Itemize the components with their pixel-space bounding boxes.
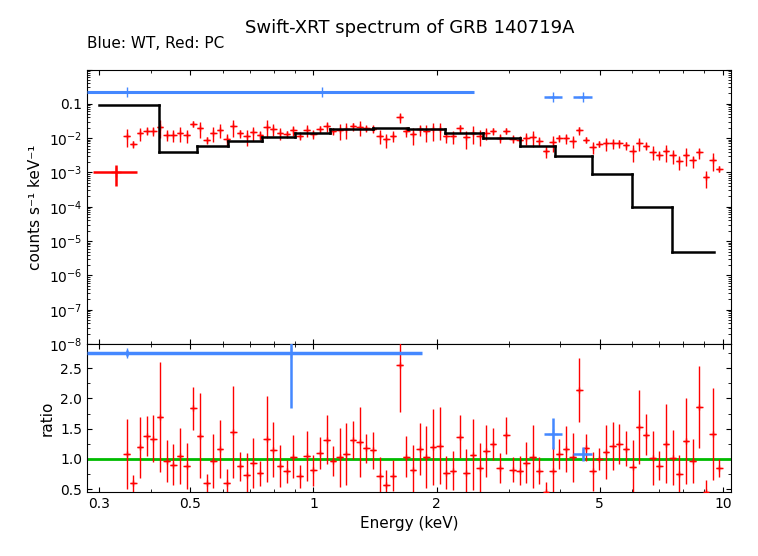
Y-axis label: ratio: ratio xyxy=(39,400,55,436)
Text: Blue: WT, Red: PC: Blue: WT, Red: PC xyxy=(87,36,224,51)
Y-axis label: counts s⁻¹ keV⁻¹: counts s⁻¹ keV⁻¹ xyxy=(28,144,43,270)
X-axis label: Energy (keV): Energy (keV) xyxy=(360,517,459,532)
Text: Swift-XRT spectrum of GRB 140719A: Swift-XRT spectrum of GRB 140719A xyxy=(245,19,574,37)
